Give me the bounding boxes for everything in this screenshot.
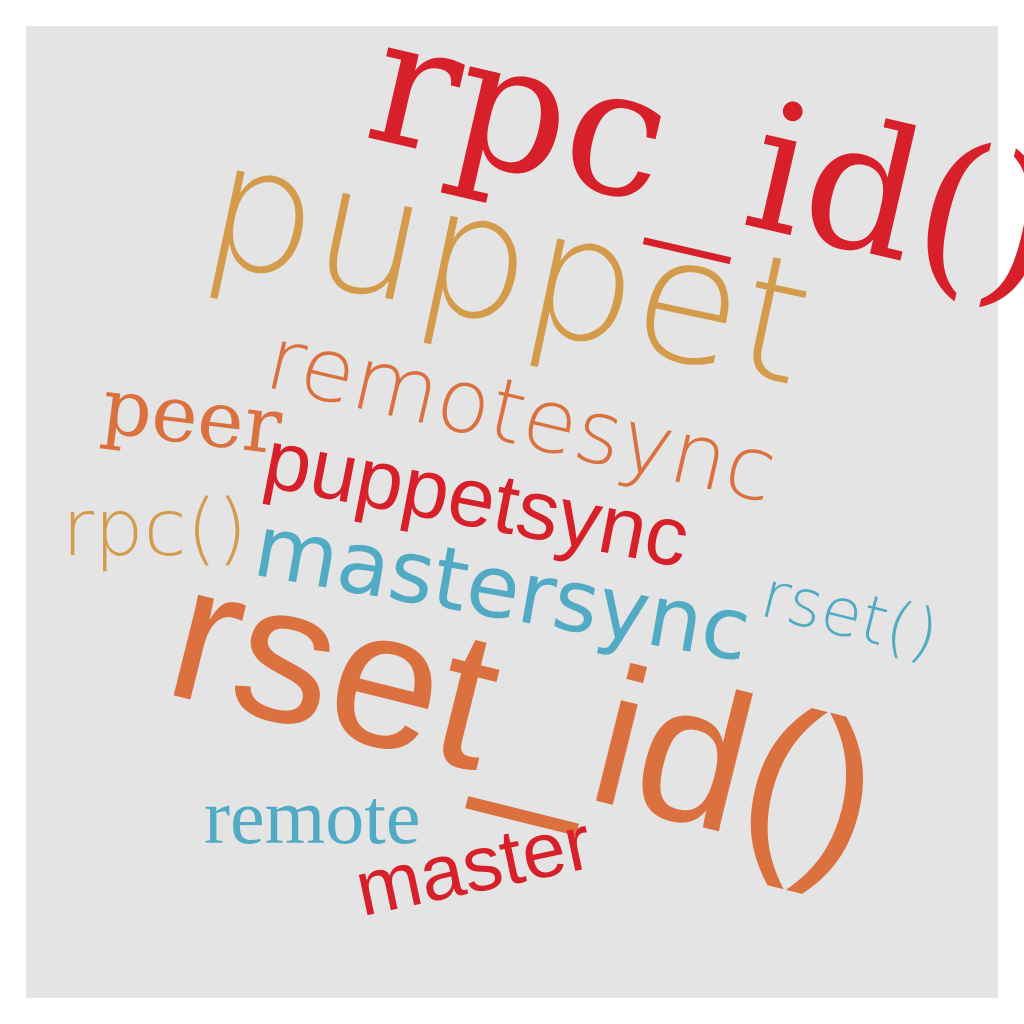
word-rpc: rpc() bbox=[62, 484, 248, 574]
word-peer: peer bbox=[97, 361, 287, 473]
word-cloud-panel: rpc_id() puppet remotesync peer puppetsy… bbox=[26, 0, 1024, 998]
word-rset: rset() bbox=[753, 555, 947, 674]
word-remote: remote bbox=[204, 773, 421, 860]
